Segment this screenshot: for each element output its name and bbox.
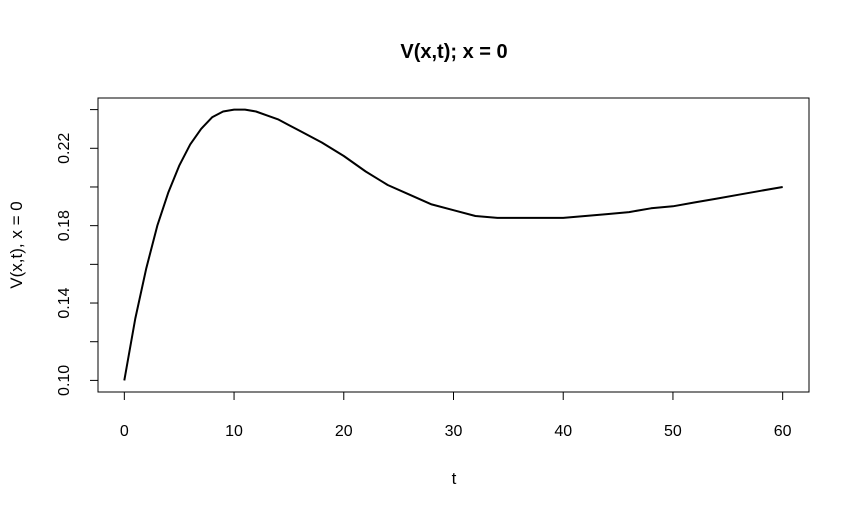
x-tick-label: 30 [445, 423, 463, 440]
series-line [123, 108, 783, 381]
x-axis: 0 10 20 30 40 50 60 [120, 391, 792, 440]
y-tick-label: 0.14 [56, 287, 73, 318]
y-tick-label: 0.10 [56, 365, 73, 396]
x-axis-label: t [452, 469, 457, 488]
x-tick-label: 20 [335, 423, 353, 440]
chart-title: V(x,t); x = 0 [400, 41, 507, 63]
x-tick-label: 0 [120, 423, 129, 440]
plot-frame [97, 97, 810, 393]
y-tick-label: 0.22 [56, 133, 73, 164]
x-tick-label: 10 [225, 423, 243, 440]
y-axis: 0.10 0.14 0.18 0.22 [56, 109, 99, 396]
x-tick-label: 60 [774, 423, 792, 440]
y-tick-label: 0.18 [56, 210, 73, 241]
x-tick-label: 40 [554, 423, 572, 440]
y-axis-label: V(x,t), x = 0 [7, 201, 26, 288]
x-tick-label: 50 [664, 423, 682, 440]
